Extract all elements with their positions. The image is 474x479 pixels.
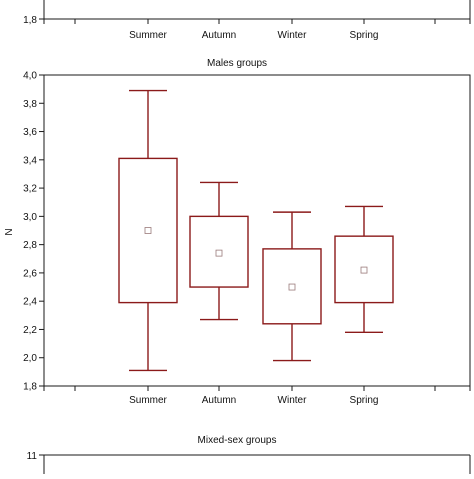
p2-x-tick-label: Summer xyxy=(129,395,167,406)
p2-y-tick-label: 2,8 xyxy=(23,240,37,251)
box-median-marker xyxy=(288,283,296,291)
p1-y-tick-label: 1,8 xyxy=(23,15,37,26)
box-iqr xyxy=(118,157,178,304)
p2-y-tick-label: 3,2 xyxy=(23,184,37,195)
p2-y-tick-label: 3,4 xyxy=(23,155,37,166)
p2-title: Males groups xyxy=(207,58,267,69)
p2-y-tick-label: 1,8 xyxy=(23,382,37,393)
p1-x-tick-label: Autumn xyxy=(202,30,236,41)
p2-x-tick-label: Winter xyxy=(278,395,308,406)
p2-y-axis-label: N xyxy=(4,228,15,235)
box-iqr xyxy=(189,215,249,288)
p3-y-tick-label: 11 xyxy=(27,451,38,462)
p2-x-tick-label: Spring xyxy=(350,395,379,406)
box-iqr xyxy=(262,248,322,325)
p2-y-tick-label: 3,6 xyxy=(23,127,37,138)
p2-y-tick-label: 4,0 xyxy=(23,71,37,82)
p2-y-tick-label: 3,8 xyxy=(23,99,37,110)
p2-y-tick-label: 2,0 xyxy=(23,353,37,364)
box-median-marker xyxy=(360,266,368,274)
box-median-marker xyxy=(215,249,223,257)
p1-x-tick-label: Winter xyxy=(278,30,308,41)
p2-y-tick-label: 2,4 xyxy=(23,297,37,308)
p1-x-tick-label: Summer xyxy=(129,30,167,41)
p1-x-tick-label: Spring xyxy=(350,30,379,41)
box-iqr xyxy=(334,235,394,304)
p3-title: Mixed-sex groups xyxy=(198,435,277,446)
p2-plot-frame xyxy=(43,74,471,387)
p2-y-tick-label: 2,2 xyxy=(23,325,37,336)
p2-y-tick-label: 3,0 xyxy=(23,212,37,223)
p2-y-tick-label: 2,6 xyxy=(23,268,37,279)
p2-x-tick-label: Autumn xyxy=(202,395,236,406)
box-median-marker xyxy=(144,227,152,234)
